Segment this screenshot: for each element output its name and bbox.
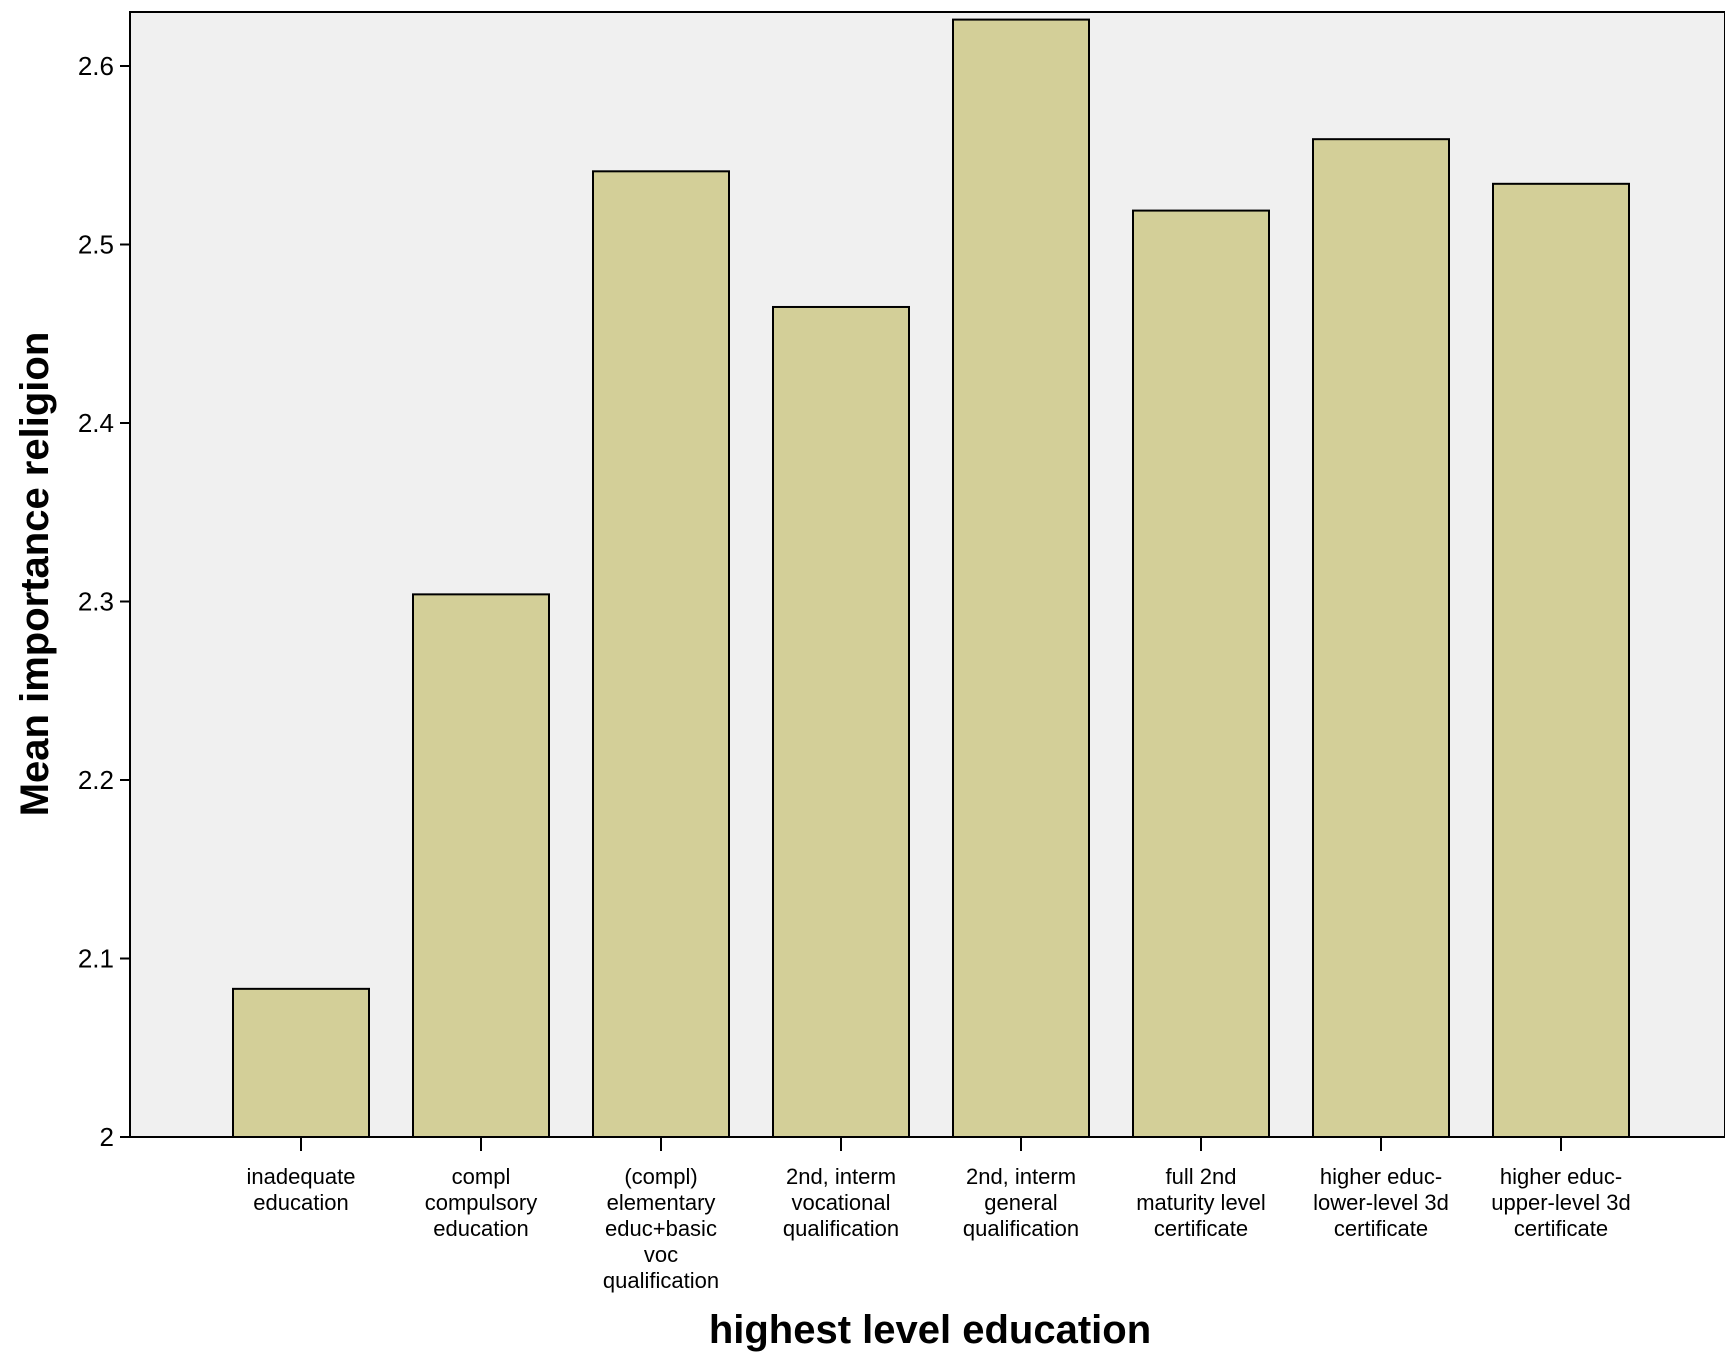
- x-tick-label-8: higher educ-upper-level 3d certificate: [1491, 1164, 1630, 1241]
- x-tick-label-7: higher educ-lower-level 3d certificate: [1313, 1164, 1449, 1241]
- y-tick-label-7: 2.6: [78, 51, 114, 81]
- bars-group: [232, 18, 1630, 1139]
- y-tick-label-5: 2.4: [78, 408, 114, 438]
- x-tick-label-5: 2nd, interm general qualification: [963, 1164, 1079, 1241]
- bar-6: [1132, 209, 1270, 1138]
- y-tick-label-2: 2.1: [78, 944, 114, 974]
- y-tick-label-1: 2: [100, 1122, 114, 1152]
- x-tick-label-2: compl compulsory education: [425, 1164, 537, 1241]
- x-tick-label-6: full 2nd maturity level certificate: [1136, 1164, 1266, 1241]
- x-tick-label-3: (compl) elementary educ+basic voc qualificat…: [603, 1164, 719, 1293]
- bar-1: [232, 987, 370, 1138]
- bar-4: [772, 305, 910, 1139]
- x-axis: inadequate education compl compulsory educat…: [247, 1137, 1631, 1293]
- bar-5: [952, 18, 1090, 1139]
- bar-7: [1312, 138, 1450, 1138]
- y-tick-label-6: 2.5: [78, 230, 114, 260]
- bar-8: [1492, 182, 1630, 1138]
- x-tick-label-4: 2nd, interm vocational qualification: [783, 1164, 899, 1241]
- y-tick-label-3: 2.2: [78, 765, 114, 795]
- y-axis: 2 2.1 2.2 2.3 2.4 2.5 2.6: [78, 51, 130, 1152]
- bar-3: [592, 170, 730, 1138]
- y-tick-label-4: 2.3: [78, 587, 114, 617]
- x-axis-title: highest level education: [709, 1308, 1151, 1352]
- x-tick-label-1: inadequate education: [247, 1164, 356, 1215]
- bar-2: [412, 593, 550, 1138]
- plot-area: [129, 11, 1725, 1138]
- y-axis-title: Mean importance religion: [13, 332, 57, 817]
